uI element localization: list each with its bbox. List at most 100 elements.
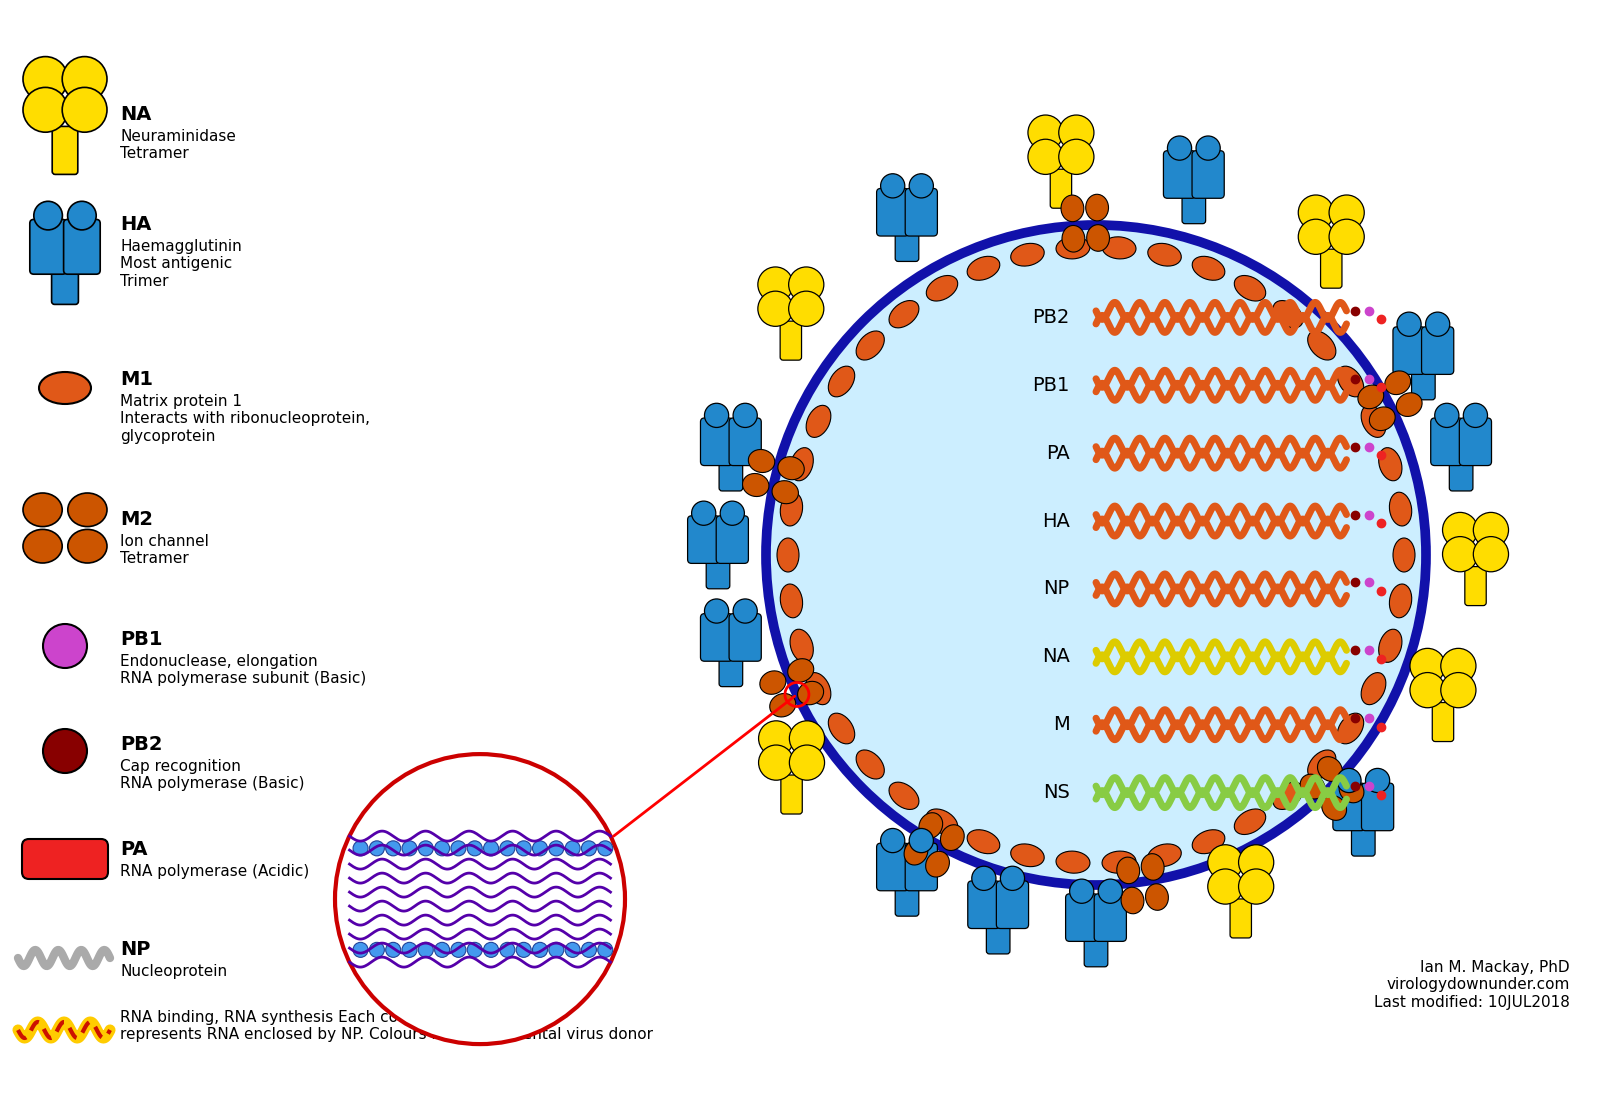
Text: M2: M2 <box>120 509 154 529</box>
Ellipse shape <box>704 403 728 427</box>
Ellipse shape <box>856 750 885 779</box>
Text: Nucleoprotein: Nucleoprotein <box>120 963 227 979</box>
Ellipse shape <box>1141 854 1165 880</box>
Ellipse shape <box>890 301 918 327</box>
FancyBboxPatch shape <box>1450 452 1474 491</box>
Text: Ian M. Mackay, PhD
virologydownunder.com
Last modified: 10JUL2018: Ian M. Mackay, PhD virologydownunder.com… <box>1374 960 1570 1010</box>
Ellipse shape <box>1301 774 1325 799</box>
FancyBboxPatch shape <box>22 839 109 879</box>
Ellipse shape <box>941 825 965 850</box>
Circle shape <box>549 942 563 957</box>
FancyBboxPatch shape <box>30 220 67 274</box>
Text: Cap recognition
RNA polymerase (Basic): Cap recognition RNA polymerase (Basic) <box>120 759 304 791</box>
Ellipse shape <box>1122 887 1144 914</box>
Ellipse shape <box>1056 236 1090 259</box>
Circle shape <box>1410 673 1445 708</box>
Circle shape <box>758 266 794 302</box>
Text: NS: NS <box>1043 783 1069 803</box>
Text: PB2: PB2 <box>120 735 163 754</box>
Ellipse shape <box>880 828 906 852</box>
Circle shape <box>1027 115 1062 150</box>
Circle shape <box>334 754 626 1045</box>
Ellipse shape <box>1379 447 1402 481</box>
FancyBboxPatch shape <box>1163 151 1195 199</box>
Circle shape <box>598 942 613 957</box>
Circle shape <box>354 942 368 957</box>
Ellipse shape <box>1062 225 1085 252</box>
Circle shape <box>43 624 86 668</box>
FancyBboxPatch shape <box>1459 418 1491 465</box>
Circle shape <box>1059 139 1094 174</box>
Ellipse shape <box>1394 538 1414 572</box>
Ellipse shape <box>1365 768 1390 793</box>
Circle shape <box>581 841 597 856</box>
Ellipse shape <box>1307 750 1336 779</box>
Circle shape <box>467 942 482 957</box>
Ellipse shape <box>742 474 770 496</box>
Circle shape <box>418 942 434 957</box>
Circle shape <box>1208 845 1243 880</box>
Circle shape <box>1443 513 1478 547</box>
Text: Neuraminidase
Tetramer: Neuraminidase Tetramer <box>120 129 235 161</box>
Circle shape <box>370 942 384 957</box>
Ellipse shape <box>770 694 795 717</box>
Circle shape <box>1410 648 1445 684</box>
Circle shape <box>402 841 418 856</box>
Ellipse shape <box>829 366 854 397</box>
FancyBboxPatch shape <box>717 516 749 564</box>
Text: NA: NA <box>1042 647 1069 666</box>
Ellipse shape <box>38 372 91 404</box>
FancyBboxPatch shape <box>1050 169 1072 209</box>
Ellipse shape <box>67 201 96 230</box>
Ellipse shape <box>733 599 757 623</box>
Ellipse shape <box>1147 243 1181 266</box>
Ellipse shape <box>749 450 774 473</box>
Ellipse shape <box>790 447 813 481</box>
Circle shape <box>581 942 597 957</box>
FancyBboxPatch shape <box>906 189 938 236</box>
Ellipse shape <box>966 830 1000 854</box>
Ellipse shape <box>1389 584 1411 618</box>
Ellipse shape <box>67 493 107 526</box>
Ellipse shape <box>781 492 803 526</box>
Ellipse shape <box>778 456 805 480</box>
Circle shape <box>533 841 547 856</box>
FancyBboxPatch shape <box>1430 418 1462 465</box>
FancyBboxPatch shape <box>1432 703 1454 741</box>
Ellipse shape <box>1086 224 1109 251</box>
Circle shape <box>789 720 824 756</box>
Ellipse shape <box>1426 312 1450 336</box>
Circle shape <box>1298 195 1333 230</box>
FancyBboxPatch shape <box>1066 894 1098 941</box>
FancyBboxPatch shape <box>1394 326 1426 374</box>
FancyBboxPatch shape <box>877 189 909 236</box>
Circle shape <box>1238 845 1274 880</box>
Circle shape <box>1443 536 1478 572</box>
Text: PB1: PB1 <box>1032 376 1069 395</box>
Text: HA: HA <box>120 215 152 234</box>
Ellipse shape <box>1011 243 1045 266</box>
Circle shape <box>1027 139 1062 174</box>
Text: NP: NP <box>120 940 150 959</box>
FancyBboxPatch shape <box>718 452 742 491</box>
Ellipse shape <box>1168 137 1192 160</box>
Ellipse shape <box>67 529 107 563</box>
Circle shape <box>1474 536 1509 572</box>
Ellipse shape <box>766 225 1426 885</box>
Ellipse shape <box>1056 851 1090 874</box>
Text: RNA polymerase (Acidic): RNA polymerase (Acidic) <box>120 864 309 879</box>
FancyBboxPatch shape <box>781 321 802 360</box>
FancyBboxPatch shape <box>894 222 918 262</box>
Ellipse shape <box>1379 629 1402 663</box>
FancyBboxPatch shape <box>1182 184 1206 224</box>
Circle shape <box>789 745 824 780</box>
Circle shape <box>533 942 547 957</box>
Circle shape <box>483 841 499 856</box>
Text: Matrix protein 1
Interacts with ribonucleoprotein,
glycoprotein: Matrix protein 1 Interacts with ribonucl… <box>120 394 370 444</box>
Text: Ion channel
Tetramer: Ion channel Tetramer <box>120 534 210 566</box>
Text: PB2: PB2 <box>1032 307 1069 327</box>
Ellipse shape <box>926 851 949 877</box>
Ellipse shape <box>778 538 798 572</box>
Ellipse shape <box>1397 312 1421 336</box>
Circle shape <box>789 266 824 302</box>
